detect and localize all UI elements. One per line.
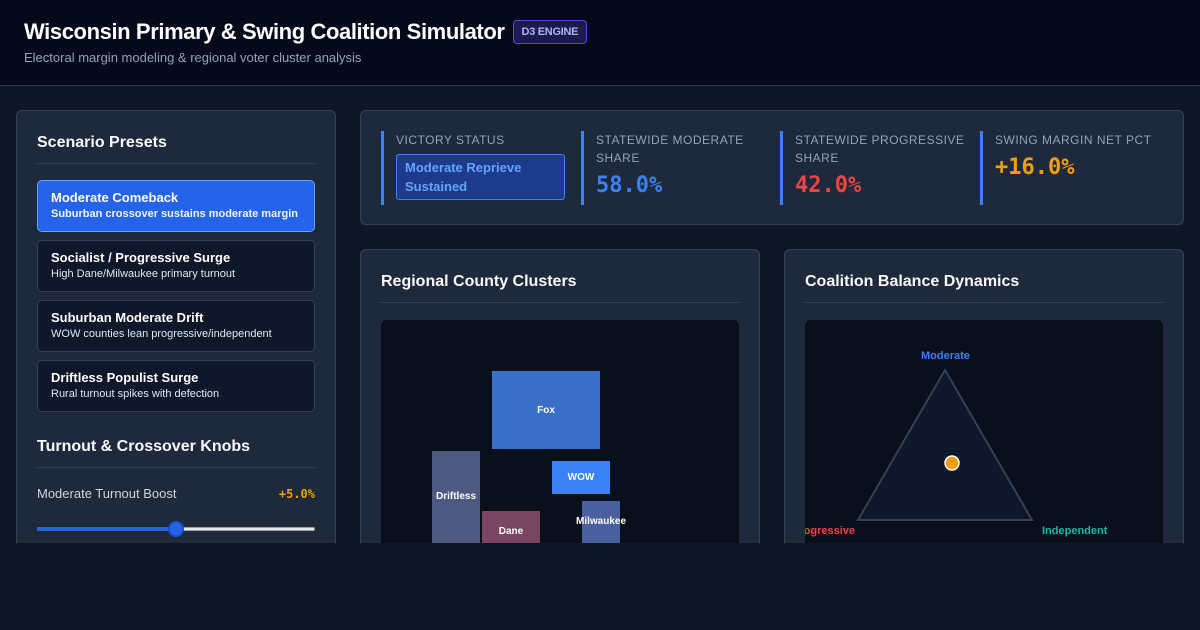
cluster-label: Fox bbox=[537, 404, 555, 416]
stat-label: STATEWIDE PROGRESSIVE SHARE bbox=[795, 133, 965, 165]
stat-label: SWING MARGIN NET PCT bbox=[995, 133, 1152, 147]
knobs-title: Turnout & Crossover Knobs bbox=[37, 438, 315, 468]
app-header: Wisconsin Primary & Swing Coalition Simu… bbox=[0, 0, 1200, 86]
cluster-dane[interactable]: Dane bbox=[480, 509, 542, 543]
preset-name: Driftless Populist Surge bbox=[51, 370, 199, 385]
preset-list: Moderate Comeback Suburban crossover sus… bbox=[37, 180, 315, 412]
coalition-ternary-plot: Moderate Progressive Independent bbox=[805, 320, 1163, 543]
preset-suburban-drift[interactable]: Suburban Moderate Drift WOW counties lea… bbox=[37, 300, 315, 352]
ternary-triangle bbox=[856, 368, 1034, 521]
county-clusters-panel: Regional County Clusters Fox WOW Driftle… bbox=[360, 249, 760, 543]
progressive-share-value: 42.0% bbox=[795, 173, 862, 198]
county-cluster-map: Fox WOW Driftless Dane Milwaukee bbox=[381, 320, 739, 543]
preset-moderate-comeback[interactable]: Moderate Comeback Suburban crossover sus… bbox=[37, 180, 315, 232]
stat-label: VICTORY STATUS bbox=[396, 133, 505, 147]
cluster-driftless[interactable]: Driftless bbox=[430, 449, 482, 543]
knob-moderate-turnout: Moderate Turnout Boost +5.0% bbox=[37, 486, 315, 501]
app-subtitle: Electoral margin modeling & regional vot… bbox=[24, 50, 362, 65]
cluster-label: WOW bbox=[567, 472, 595, 483]
moderate-share-value: 58.0% bbox=[596, 173, 663, 198]
coalition-balance-panel: Coalition Balance Dynamics Moderate Prog… bbox=[784, 249, 1184, 543]
stats-panel: VICTORY STATUS Moderate Reprieve Sustain… bbox=[360, 110, 1184, 225]
coalition-title: Coalition Balance Dynamics bbox=[805, 273, 1163, 303]
preset-desc: High Dane/Milwaukee primary turnout bbox=[51, 268, 236, 280]
ternary-svg bbox=[856, 368, 1034, 521]
cluster-label: Milwaukee bbox=[575, 516, 627, 527]
preset-name: Moderate Comeback bbox=[51, 190, 179, 205]
cluster-wow[interactable]: WOW bbox=[550, 459, 612, 496]
stat-moderate-share: STATEWIDE MODERATE SHARE 58.0% bbox=[581, 131, 766, 205]
victory-status-badge: Moderate Reprieve Sustained bbox=[396, 154, 565, 200]
title-row: Wisconsin Primary & Swing Coalition Simu… bbox=[24, 19, 588, 45]
cluster-label: Dane bbox=[498, 526, 524, 537]
preset-desc: Rural turnout spikes with defection bbox=[51, 388, 220, 400]
vertex-label-progressive: Progressive bbox=[805, 525, 855, 537]
moderate-turnout-slider[interactable] bbox=[37, 521, 315, 537]
stat-swing-margin: SWING MARGIN NET PCT +16.0% bbox=[980, 131, 1165, 205]
vertex-label-moderate: Moderate bbox=[921, 350, 970, 362]
vertex-label-independent: Independent bbox=[1042, 525, 1108, 537]
coalition-position-marker[interactable] bbox=[944, 455, 960, 471]
presets-title: Scenario Presets bbox=[37, 134, 315, 164]
stat-label: STATEWIDE MODERATE SHARE bbox=[596, 133, 744, 165]
slider-thumb[interactable] bbox=[168, 521, 184, 537]
preset-desc: Suburban crossover sustains moderate mar… bbox=[51, 208, 298, 220]
swing-margin-value: +16.0% bbox=[995, 155, 1075, 180]
knob-value: +5.0% bbox=[278, 486, 315, 501]
preset-driftless-surge[interactable]: Driftless Populist Surge Rural turnout s… bbox=[37, 360, 315, 412]
stat-victory-status: VICTORY STATUS Moderate Reprieve Sustain… bbox=[381, 131, 566, 205]
preset-name: Socialist / Progressive Surge bbox=[51, 250, 231, 265]
preset-progressive-surge[interactable]: Socialist / Progressive Surge High Dane/… bbox=[37, 240, 315, 292]
cluster-label: Driftless bbox=[435, 491, 476, 502]
preset-desc: WOW counties lean progressive/independen… bbox=[51, 328, 272, 340]
sidebar-panel: Scenario Presets Moderate Comeback Subur… bbox=[16, 110, 336, 543]
knob-label: Moderate Turnout Boost bbox=[37, 486, 177, 501]
cluster-fox[interactable]: Fox bbox=[490, 369, 602, 451]
cluster-milwaukee[interactable]: Milwaukee bbox=[576, 499, 626, 543]
preset-name: Suburban Moderate Drift bbox=[51, 310, 204, 325]
stat-progressive-share: STATEWIDE PROGRESSIVE SHARE 42.0% bbox=[780, 131, 965, 205]
content-viewport: Scenario Presets Moderate Comeback Subur… bbox=[16, 110, 1184, 543]
engine-badge: D3 ENGINE bbox=[512, 20, 588, 44]
slider-fill bbox=[37, 527, 176, 531]
map-title: Regional County Clusters bbox=[381, 273, 739, 303]
app-title: Wisconsin Primary & Swing Coalition Simu… bbox=[24, 19, 505, 44]
